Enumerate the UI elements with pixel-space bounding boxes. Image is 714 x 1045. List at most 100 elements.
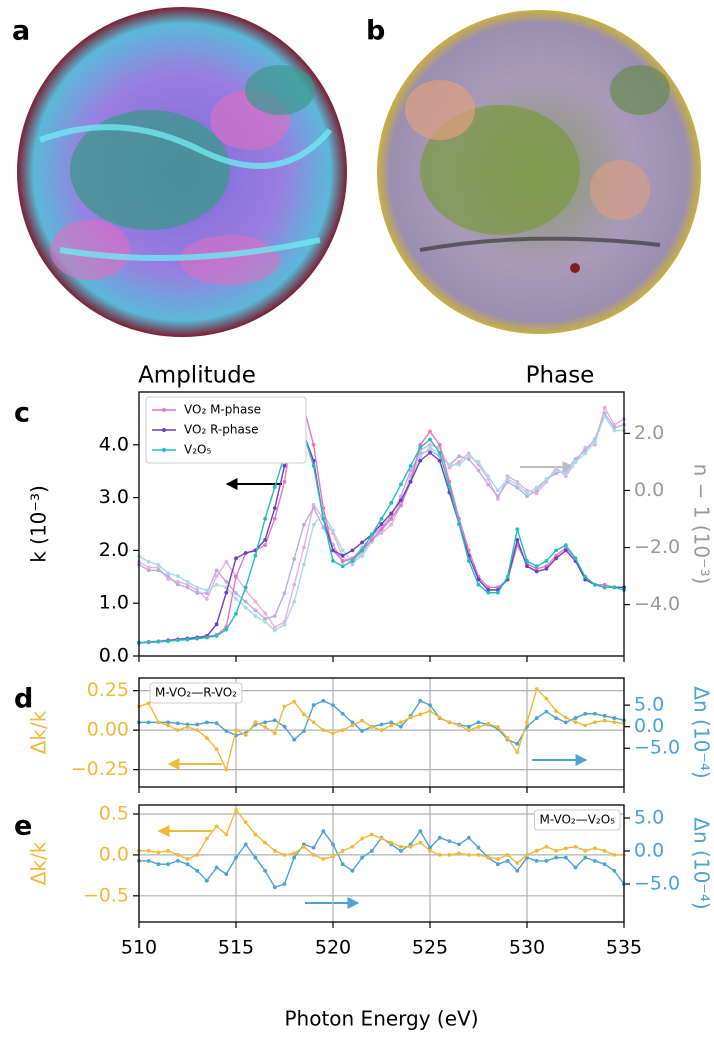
data-point [185, 585, 190, 590]
data-point [234, 855, 238, 860]
data-point [505, 477, 510, 481]
x-tick-label: 535 [606, 937, 642, 959]
data-point [399, 844, 403, 849]
data-point [428, 437, 432, 442]
data-point [437, 458, 442, 463]
data-point [476, 720, 481, 725]
data-point [563, 548, 568, 553]
data-point [418, 840, 423, 845]
data-point [602, 585, 607, 590]
data-point [476, 577, 481, 582]
data-point [418, 454, 423, 459]
data-point [156, 850, 161, 855]
data-point [311, 464, 316, 468]
data-point [263, 616, 267, 621]
data-point [544, 477, 549, 481]
data-point [282, 622, 287, 627]
data-point [166, 862, 171, 867]
data-point [224, 872, 229, 876]
y2-axis-label: Δn (10⁻⁴) [690, 817, 714, 909]
data-point [544, 566, 549, 571]
data-point [340, 848, 345, 853]
data-point [399, 724, 403, 729]
y2-tick-label: −5.0 [634, 737, 680, 759]
data-point [399, 849, 403, 853]
data-point [282, 704, 287, 709]
data-point [554, 556, 558, 561]
annotation-box [533, 809, 621, 831]
data-point [205, 736, 209, 740]
data-point [224, 767, 229, 772]
data-point [243, 585, 248, 590]
data-point [408, 468, 413, 473]
data-point [554, 855, 558, 860]
data-point [185, 857, 190, 861]
data-point [554, 465, 558, 470]
data-point [447, 839, 452, 843]
data-point [534, 564, 539, 569]
y-axis-label: k (10⁻³) [27, 485, 51, 563]
data-point [593, 711, 597, 716]
data-point [224, 559, 229, 564]
data-point [156, 862, 161, 867]
data-point [408, 464, 413, 468]
data-point [389, 511, 394, 516]
data-point [224, 832, 229, 837]
data-point [486, 855, 491, 860]
data-point [486, 590, 491, 595]
data-point [389, 840, 394, 845]
data-point [214, 824, 219, 829]
data-point [272, 718, 277, 723]
data-point [369, 532, 374, 537]
data-point [272, 506, 277, 511]
data-point [146, 565, 151, 570]
data-point [175, 853, 180, 857]
data-point [146, 720, 151, 725]
y2-tick-label: 5.0 [634, 694, 664, 716]
data-point [263, 516, 267, 521]
plot-frame [138, 391, 625, 657]
data-point [544, 844, 549, 849]
data-point [234, 556, 238, 561]
legend-swatch [162, 448, 166, 452]
data-point [214, 634, 219, 638]
annotation-text: M-VO₂—R-VO₂ [155, 686, 237, 700]
data-point [166, 574, 171, 578]
data-point [389, 522, 394, 527]
data-point [554, 716, 558, 720]
data-point [263, 537, 267, 542]
data-point [389, 516, 394, 521]
data-point [428, 429, 432, 434]
data-point [418, 458, 423, 463]
data-point [612, 868, 617, 873]
data-point [437, 715, 442, 720]
data-point [195, 636, 200, 641]
data-point [379, 522, 384, 526]
legend-swatch [162, 428, 166, 432]
data-point [146, 848, 151, 853]
data-point [195, 728, 200, 733]
data-point [253, 553, 258, 558]
data-point [205, 720, 209, 725]
data-point [292, 699, 297, 704]
y2-axis-label: Δn (10⁻⁴) [690, 686, 714, 778]
data-point [243, 820, 248, 825]
data-point [593, 440, 597, 444]
data-point [534, 848, 539, 853]
data-point [457, 462, 461, 467]
data-point [496, 494, 500, 499]
data-point [156, 562, 161, 567]
data-point [146, 640, 151, 645]
data-point [272, 625, 277, 630]
data-point [331, 703, 335, 708]
data-point [563, 474, 568, 479]
data-point [593, 858, 597, 863]
data-point [205, 878, 209, 883]
data-point [175, 638, 180, 643]
data-point [525, 488, 529, 493]
x-tick-label: 530 [509, 937, 545, 959]
data-point [476, 468, 481, 473]
data-point [369, 537, 374, 542]
data-point [505, 858, 510, 863]
y2-tick-label: −4.0 [634, 593, 680, 615]
